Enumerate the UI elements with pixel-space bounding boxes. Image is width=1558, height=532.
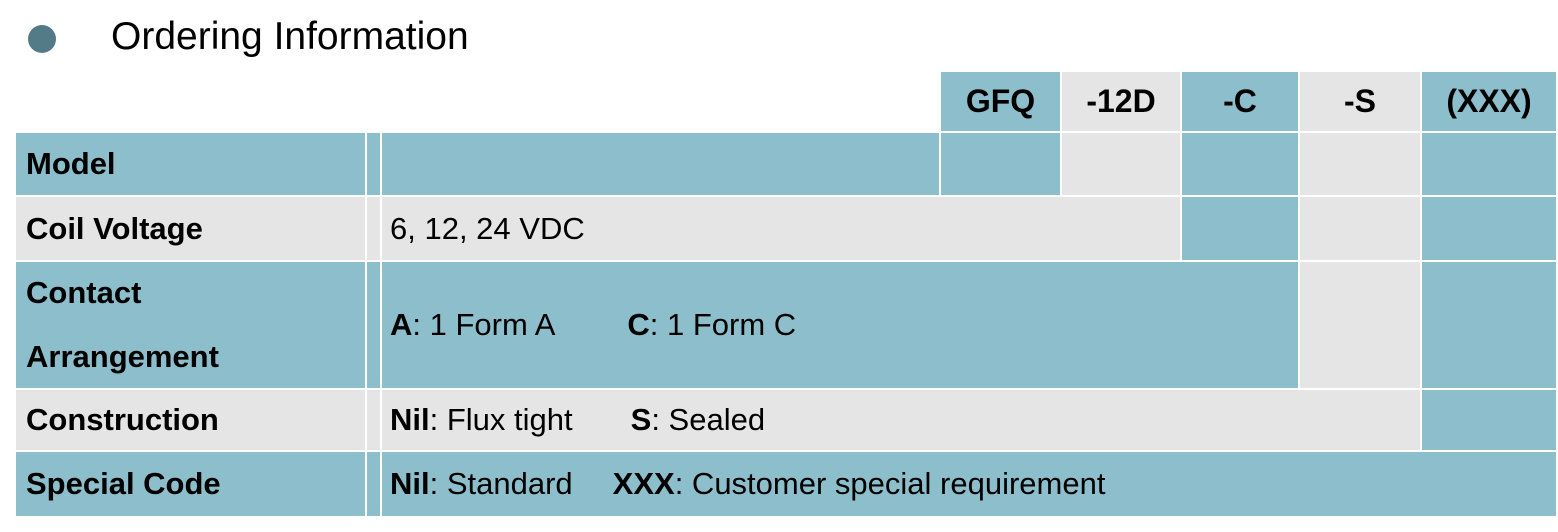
special-row-spacer [367, 452, 380, 516]
label-line-1: Contact [26, 275, 142, 310]
contact-code-column-extension [1182, 197, 1298, 260]
option-desc: : 1 Form C [649, 307, 797, 343]
option-desc: 6, 12, 24 VDC [390, 210, 585, 246]
option-desc: : 1 Form A [412, 307, 556, 343]
model-value-cell [382, 133, 939, 195]
part-code-coil-voltage: -12D [1062, 72, 1180, 131]
special-code-value-cell: Nil: Standard XXX: Customer special requ… [382, 452, 1556, 516]
special-code-column-extension [1422, 390, 1556, 450]
option-code: Nil [390, 402, 430, 438]
contact-code-column-extension [1182, 133, 1298, 195]
option-code: Nil [390, 466, 430, 502]
row-label-special-code: Special Code [16, 452, 365, 516]
contact-option-a: A: 1 Form A [390, 307, 555, 343]
option-desc: : Sealed [651, 402, 766, 438]
row-label-coil-voltage: Coil Voltage [16, 197, 365, 260]
option-code: S [630, 402, 652, 438]
special-option-nil: Nil: Standard [390, 466, 573, 502]
section-title: Ordering Information [111, 15, 469, 58]
option-code: A [390, 307, 413, 343]
part-code-special-code: (XXX) [1422, 72, 1556, 131]
ordering-table: GFQ -12D -C -S (XXX) Model Coil Voltage … [16, 72, 1556, 516]
coil-code-column-extension [1062, 133, 1180, 195]
construction-code-column-extension [1300, 133, 1420, 195]
construction-code-column-extension [1300, 197, 1420, 260]
gfq-column-extension [941, 133, 1060, 195]
row-label-contact-arrangement: Contact Arrangement [16, 262, 365, 388]
special-code-column-extension [1422, 262, 1556, 388]
option-desc: : Standard [429, 466, 573, 502]
coil-voltage-value-cell: 6, 12, 24 VDC [382, 197, 1180, 260]
construction-option-s: S: Sealed [631, 402, 765, 438]
section-bullet-icon [28, 25, 56, 53]
part-code-model: GFQ [941, 72, 1060, 131]
construction-value-cell: Nil: Flux tight S: Sealed [382, 390, 1420, 450]
row-label-model: Model [16, 133, 365, 195]
construction-row-spacer [367, 390, 380, 450]
option-desc: : Customer special requirement [674, 466, 1106, 502]
part-code-contact-arrangement: -C [1182, 72, 1298, 131]
option-code: C [627, 307, 650, 343]
special-code-column-extension [1422, 133, 1556, 195]
coil-row-spacer [367, 197, 380, 260]
model-row-spacer [367, 133, 380, 195]
special-code-column-extension [1422, 197, 1556, 260]
coil-voltage-option: 6, 12, 24 VDC [390, 211, 585, 247]
special-option-xxx: XXX: Customer special requirement [613, 466, 1106, 502]
option-code: XXX [612, 466, 675, 502]
construction-code-column-extension [1300, 262, 1420, 388]
row-label-construction: Construction [16, 390, 365, 450]
construction-option-nil: Nil: Flux tight [390, 402, 573, 438]
contact-option-c: C: 1 Form C [627, 307, 796, 343]
label-line-2: Arrangement [26, 339, 219, 374]
contact-arrangement-value-cell: A: 1 Form A C: 1 Form C [382, 262, 1298, 388]
option-desc: : Flux tight [429, 402, 573, 438]
contact-row-spacer [367, 262, 380, 388]
part-code-construction: -S [1300, 72, 1420, 131]
